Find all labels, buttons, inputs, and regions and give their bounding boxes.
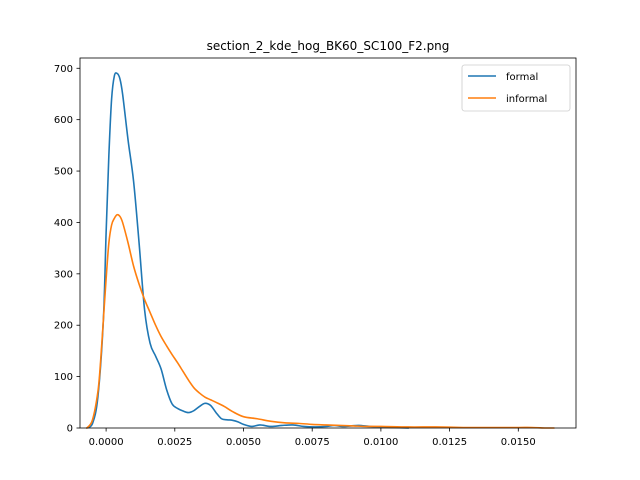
y-tick-label: 200	[54, 321, 73, 332]
x-tick-label: 0.0125	[432, 437, 467, 448]
x-tick-label: 0.0100	[363, 437, 398, 448]
y-tick-label: 100	[54, 372, 73, 383]
y-tick-label: 600	[54, 115, 73, 126]
x-tick-label: 0.0050	[226, 437, 261, 448]
plot-frame	[79, 57, 577, 429]
x-tick-label: 0.0025	[157, 437, 192, 448]
legend-label-informal: informal	[506, 94, 547, 105]
x-tick-label: 0.0075	[295, 437, 330, 448]
y-tick-label: 400	[54, 218, 73, 229]
series-line-formal	[86, 72, 410, 429]
series-line-informal	[86, 213, 555, 429]
axes-layer: 0.0000 0.0025 0.0050 0.0075 0.0100 0.0125 0.01…	[54, 64, 536, 448]
y-tick-label: 700	[54, 64, 73, 75]
y-tick-label: 500	[54, 167, 73, 178]
y-tick-label: 300	[54, 269, 73, 280]
legend-label-formal: formal	[506, 72, 538, 83]
plot-area	[80, 58, 576, 428]
chart-title: section_2_kde_hog_BK60_SC100_F2.png	[207, 39, 450, 53]
x-tick-label: 0.0000	[89, 437, 124, 448]
legend: formal informal	[461, 64, 571, 112]
y-tick-label: 0	[67, 424, 73, 435]
x-tick-label: 0.0150	[501, 437, 536, 448]
series-layer	[86, 72, 555, 429]
